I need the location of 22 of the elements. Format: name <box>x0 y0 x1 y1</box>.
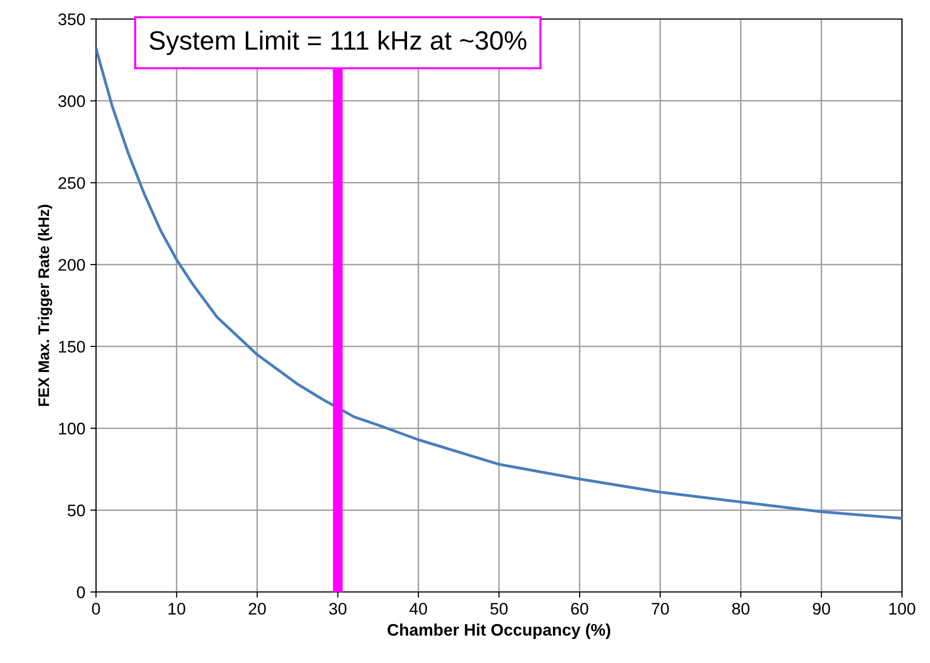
x-tick-label: 100 <box>889 602 916 615</box>
x-tick-label: 60 <box>571 602 588 615</box>
x-tick-label: 90 <box>812 602 830 615</box>
x-tick-label: 0 <box>92 602 100 615</box>
y-axis-title: FEX Max. Trigger Rate (kHz) <box>38 204 52 406</box>
y-tick-label: 200 <box>58 258 85 271</box>
y-tick-label: 250 <box>58 177 85 189</box>
y-tick-label: 350 <box>58 13 85 26</box>
x-tick-label: 20 <box>248 602 266 615</box>
x-tick-label: 10 <box>168 602 186 615</box>
y-tick-label: 300 <box>58 95 85 108</box>
y-tick-label: 50 <box>68 504 85 516</box>
x-tick-label: 40 <box>410 602 428 615</box>
x-tick-label: 50 <box>490 602 508 615</box>
y-tick-label: 100 <box>59 422 85 434</box>
y-tick-label: 150 <box>59 340 85 353</box>
y-tick-label: 0 <box>76 586 85 598</box>
x-tick-label: 80 <box>732 602 750 615</box>
x-axis-title: Chamber Hit Occupancy (%) <box>388 624 610 640</box>
x-tick-label: 30 <box>329 602 346 615</box>
ref-line-label: System Limit = 111 kHz at ~30% <box>150 30 526 56</box>
x-tick-label: 70 <box>652 602 669 615</box>
